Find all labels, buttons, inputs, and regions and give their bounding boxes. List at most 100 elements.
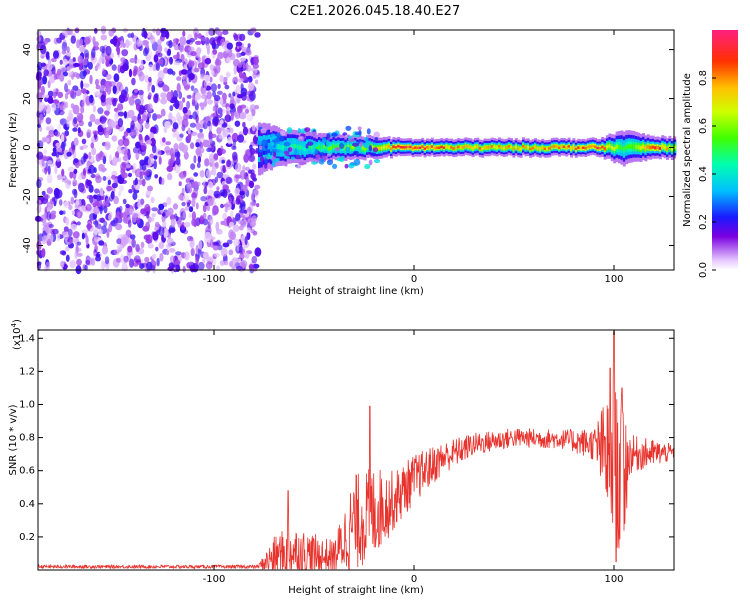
colorbar-tick-label: 0.4 bbox=[698, 166, 709, 182]
spectrogram-noise-cell bbox=[202, 257, 206, 264]
spectrogram-noise-cell bbox=[226, 58, 231, 64]
spectrogram-noise-cell bbox=[222, 184, 230, 191]
spectrogram-noise-cell bbox=[139, 59, 144, 70]
spectrogram-noise-cell bbox=[122, 198, 127, 205]
spectrogram-noise-cell bbox=[220, 247, 228, 257]
spectrogram-noise-cell bbox=[100, 34, 108, 41]
spectrogram-noise-cell bbox=[169, 214, 176, 221]
spectrogram-noise-cell bbox=[47, 165, 51, 176]
spectrogram-noise-cell bbox=[247, 43, 251, 48]
spectrogram-noise-cell bbox=[61, 168, 65, 177]
snr-x-label: Height of straight line (km) bbox=[288, 585, 424, 596]
spectrogram-band-cell bbox=[546, 147, 549, 150]
spectrogram-noise-cell bbox=[188, 73, 195, 80]
spectrogram-noise-cell bbox=[95, 84, 101, 90]
spectrogram-band-cell bbox=[361, 146, 365, 150]
spectrogram-noise-cell bbox=[182, 97, 186, 103]
spectrogram-noise-cell bbox=[99, 115, 107, 124]
spectrogram-noise-cell bbox=[235, 84, 241, 94]
spectrogram-noise-cell bbox=[182, 265, 186, 273]
spectrogram-noise-cell bbox=[183, 251, 190, 261]
colorbar-tick-label: 0.0 bbox=[698, 262, 709, 278]
spectrogram-band-cell bbox=[632, 144, 636, 149]
spectrogram-noise-cell bbox=[189, 238, 195, 249]
spectrogram-noise-cell bbox=[229, 231, 237, 241]
spectrogram-noise-cell bbox=[173, 45, 180, 51]
spectrogram-band-cell bbox=[382, 145, 386, 149]
spectrogram-noise-cell bbox=[122, 138, 130, 147]
spectrogram-band-cell bbox=[644, 146, 648, 151]
spectrogram-noise-cell bbox=[62, 58, 68, 66]
spectrogram-blob-cell bbox=[294, 154, 301, 160]
spectrogram-noise-cell bbox=[56, 147, 63, 153]
spectrogram-band-cell bbox=[570, 147, 573, 150]
spectrogram-noise-cell bbox=[68, 109, 73, 120]
figure-title: C2E1.2026.045.18.40.E27 bbox=[290, 4, 460, 19]
spectrogram-noise-cell bbox=[78, 182, 85, 193]
spectrogram-noise-cell bbox=[190, 51, 197, 57]
spectrogram-noise-cell bbox=[208, 215, 214, 226]
spectrogram-noise-cell bbox=[56, 157, 61, 162]
spectrogram-noise-cell bbox=[216, 186, 220, 191]
spectrogram-noise-cell bbox=[71, 188, 77, 195]
spectrogram-noise-cell bbox=[248, 180, 255, 189]
spectrogram-noise-cell bbox=[80, 156, 86, 165]
spectrogram-noise-cell bbox=[239, 209, 247, 214]
spectrogram-noise-cell bbox=[176, 76, 182, 81]
spectrogram-noise-cell bbox=[81, 64, 87, 71]
spectrogram-noise-cell bbox=[158, 156, 162, 165]
spectrogram-noise-cell bbox=[160, 97, 168, 105]
spectrogram-noise-cell bbox=[153, 54, 159, 63]
spectrogram-noise-cell bbox=[120, 57, 126, 63]
spectrogram-noise-cell bbox=[244, 252, 250, 259]
spectrogram-band-cell bbox=[577, 146, 581, 149]
spectrogram-noise-cell bbox=[194, 92, 202, 100]
spectrogram-band-cell bbox=[452, 147, 456, 150]
spectrogram-noise-cell bbox=[137, 149, 142, 155]
spectrogram-band-cell bbox=[370, 145, 374, 149]
spectrogram-blob-cell bbox=[353, 150, 359, 155]
spectrogram-noise-cell bbox=[151, 213, 156, 218]
spectrogram-noise-cell bbox=[99, 190, 104, 196]
spectrogram-noise-cell bbox=[254, 32, 261, 38]
spectrogram-blob-cell bbox=[325, 140, 331, 147]
spectrogram-band-cell bbox=[433, 147, 437, 150]
spectrogram-noise-cell bbox=[103, 205, 108, 214]
spectrogram-noise-cell bbox=[160, 108, 166, 117]
spectrogram-noise-cell bbox=[57, 174, 62, 181]
spectrogram-noise-cell bbox=[219, 148, 226, 155]
spectrogram-noise-cell bbox=[115, 223, 123, 231]
spectrogram-noise-cell bbox=[116, 238, 122, 245]
spectrogram-noise-cell bbox=[79, 45, 86, 53]
spectrogram-band-cell bbox=[606, 145, 609, 149]
spectrogram-band-cell bbox=[620, 145, 624, 150]
spectrogram-noise-cell bbox=[167, 68, 174, 75]
spectrogram-band-cell bbox=[618, 144, 621, 150]
spectrogram-noise-cell bbox=[112, 85, 117, 94]
spectrogram-noise-cell bbox=[240, 220, 247, 228]
spectrogram-noise-cell bbox=[200, 196, 208, 202]
spectrogram-noise-cell bbox=[155, 28, 161, 36]
snr-frame bbox=[37, 329, 675, 571]
spectrogram-noise-cell bbox=[248, 264, 254, 270]
snr-y-tick-label: 1.2 bbox=[19, 366, 35, 377]
spectrogram-noise-cell bbox=[136, 58, 140, 64]
spectrogram-noise-cell bbox=[59, 118, 67, 126]
spectrogram-noise-cell bbox=[135, 102, 140, 111]
spectrogram-noise-cell bbox=[139, 263, 145, 270]
spectrogram-noise-cell bbox=[126, 164, 131, 169]
spectrogram-noise-cell bbox=[204, 74, 211, 83]
spectrogram-noise-cell bbox=[251, 192, 255, 203]
spectrogram-noise-cell bbox=[175, 264, 181, 273]
spectrogram-blob-cell bbox=[311, 161, 318, 165]
spectrogram-noise-cell bbox=[233, 111, 239, 118]
spectrogram-blob-cell bbox=[372, 147, 379, 153]
spectrogram-noise-cell bbox=[112, 156, 118, 167]
spectrogram-noise-cell bbox=[197, 240, 203, 250]
spectrogram-band-cell bbox=[286, 144, 290, 149]
spectrogram-band-cell bbox=[406, 145, 410, 149]
spectrogram-noise-cell bbox=[73, 168, 78, 175]
spectrogram-noise-cell bbox=[199, 170, 205, 178]
spectrogram-band-cell bbox=[411, 147, 415, 150]
spectrogram-noise-cell bbox=[106, 104, 111, 112]
